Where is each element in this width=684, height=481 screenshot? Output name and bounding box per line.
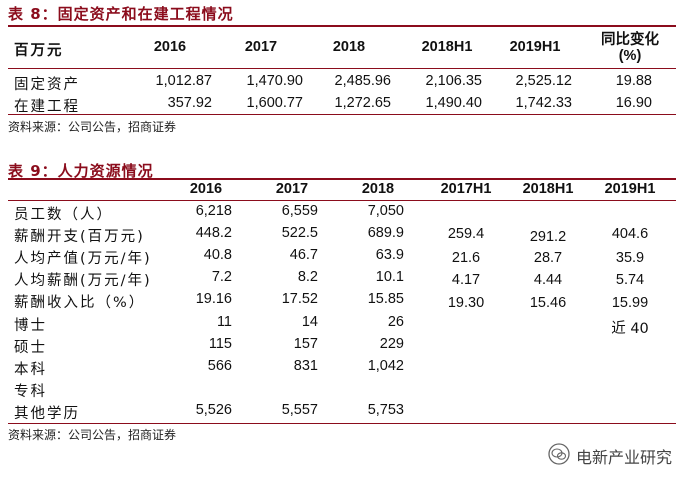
- table8-title: 表 8：固定资产和在建工程情况: [8, 5, 234, 23]
- table8-header-2016: 2016: [153, 39, 187, 55]
- cell: 1,272.65: [334, 95, 391, 111]
- half-year-cell: 15.46: [529, 295, 567, 311]
- cell: 10.1: [375, 269, 404, 285]
- cell: 157: [293, 336, 318, 352]
- cell: 19.16: [195, 291, 232, 307]
- row-label: 人均薪酬(万元/年): [14, 273, 152, 289]
- cell: 8.2: [297, 269, 318, 285]
- table8-header-pct: (%): [618, 48, 642, 64]
- cell: 16.90: [615, 95, 652, 111]
- row-label: 其他学历: [14, 406, 80, 422]
- table9-header-2018h1: 2018H1: [522, 181, 574, 197]
- table8-header-2017: 2017: [244, 39, 278, 55]
- cell: 11: [216, 314, 232, 330]
- row-label: 固定资产: [14, 77, 80, 93]
- cell: 229: [379, 336, 404, 352]
- table8-header-2018h1: 2018H1: [421, 39, 473, 55]
- half-year-cell: 28.7: [533, 250, 563, 266]
- half-year-cell: 404.6: [611, 226, 649, 242]
- table9-bottom-rule: [8, 423, 676, 424]
- table9-source: 资料来源：公司公告，招商证券: [8, 428, 177, 442]
- half-year-cell: 35.9: [615, 250, 645, 266]
- cell: 831: [293, 358, 318, 374]
- table9-header-2018: 2018: [361, 181, 395, 197]
- table9-header-2019h1: 2019H1: [604, 181, 656, 197]
- row-label: 薪酬开支(百万元): [14, 229, 145, 245]
- row-label: 人均产值(万元/年): [14, 251, 152, 267]
- cell: 5,557: [281, 402, 318, 418]
- cell: 17.52: [281, 291, 318, 307]
- row-label: 本科: [14, 362, 47, 378]
- row-label: 在建工程: [14, 99, 80, 115]
- table9-header-2017h1: 2017H1: [440, 181, 492, 197]
- cell: 5,526: [195, 402, 232, 418]
- cell: 15.85: [367, 291, 404, 307]
- table9-header-rule: [8, 200, 676, 201]
- half-year-cell: 15.99: [611, 295, 649, 311]
- cell: 448.2: [195, 225, 232, 241]
- table8-header-2018: 2018: [332, 39, 366, 55]
- cell: 7,050: [367, 203, 404, 219]
- cell: 1,470.90: [246, 73, 303, 89]
- cell: 2,485.96: [334, 73, 391, 89]
- cell: 2,525.12: [515, 73, 572, 89]
- watermark-text: 电新产业研究: [575, 448, 672, 467]
- cell: 6,559: [281, 203, 318, 219]
- cell: 1,600.77: [246, 95, 303, 111]
- cell: 1,490.40: [425, 95, 482, 111]
- table8-bottom-rule: [8, 114, 676, 115]
- table8-header-2019h1: 2019H1: [509, 39, 561, 55]
- half-year-cell: 291.2: [529, 229, 567, 245]
- table9-header-2017: 2017: [275, 181, 309, 197]
- cell: 46.7: [289, 247, 318, 263]
- row-label: 专科: [14, 384, 47, 400]
- half-year-cell: 近 40: [611, 321, 649, 337]
- table8-header-unit: 百万元: [14, 43, 64, 59]
- row-label: 薪酬收入比（%）: [14, 295, 146, 311]
- cell: 14: [301, 314, 318, 330]
- half-year-cell: 4.44: [533, 272, 563, 288]
- wechat-icon: [548, 443, 570, 469]
- half-year-cell: 5.74: [615, 272, 645, 288]
- half-year-cell: 19.30: [447, 295, 485, 311]
- half-year-cell: 259.4: [447, 226, 485, 242]
- row-label: 员工数（人）: [14, 207, 113, 223]
- row-label: 博士: [14, 318, 47, 334]
- half-year-cell: 4.17: [451, 272, 481, 288]
- table8-header-rule: [8, 68, 676, 69]
- half-year-cell: 21.6: [451, 250, 481, 266]
- cell: 26: [387, 314, 404, 330]
- cell: 7.2: [211, 269, 232, 285]
- table9-title: 表 9：人力资源情况: [8, 162, 154, 180]
- watermark: 电新产业研究: [548, 443, 672, 469]
- cell: 689.9: [367, 225, 404, 241]
- row-label: 硕士: [14, 340, 47, 356]
- table8-source: 资料来源：公司公告，招商证券: [8, 120, 177, 134]
- cell: 1,742.33: [515, 95, 572, 111]
- cell: 1,042: [367, 358, 404, 374]
- cell: 2,106.35: [425, 73, 482, 89]
- cell: 63.9: [375, 247, 404, 263]
- cell: 19.88: [615, 73, 652, 89]
- cell: 6,218: [195, 203, 232, 219]
- cell: 115: [208, 336, 232, 352]
- table8-header-yoy: 同比变化: [601, 32, 659, 48]
- cell: 357.92: [167, 95, 212, 111]
- table9-top-rule: [8, 178, 676, 180]
- cell: 40.8: [203, 247, 232, 263]
- cell: 5,753: [367, 402, 404, 418]
- table8-top-rule: [8, 25, 676, 27]
- cell: 566: [207, 358, 232, 374]
- table9-header-2016: 2016: [189, 181, 223, 197]
- cell: 522.5: [281, 225, 318, 241]
- cell: 1,012.87: [155, 73, 212, 89]
